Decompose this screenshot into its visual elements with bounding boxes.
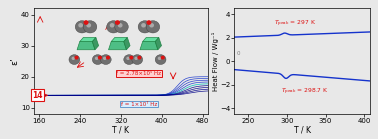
Text: f = 2.78×10⁵ Hz: f = 2.78×10⁵ Hz: [116, 71, 161, 76]
Text: 14: 14: [33, 91, 43, 100]
Text: $T_\mathrm{peak}$ = 298.7 K: $T_\mathrm{peak}$ = 298.7 K: [281, 87, 328, 97]
Y-axis label: Heat Flow / Wg⁻¹: Heat Flow / Wg⁻¹: [212, 31, 218, 91]
Y-axis label: ε’: ε’: [11, 57, 19, 65]
Text: $T_\mathrm{peak}$ = 297 K: $T_\mathrm{peak}$ = 297 K: [274, 19, 316, 29]
X-axis label: T / K: T / K: [113, 126, 129, 135]
X-axis label: T / K: T / K: [294, 126, 311, 135]
Text: f = 1×10⁷ Hz: f = 1×10⁷ Hz: [121, 101, 157, 106]
Text: 0: 0: [237, 51, 240, 56]
